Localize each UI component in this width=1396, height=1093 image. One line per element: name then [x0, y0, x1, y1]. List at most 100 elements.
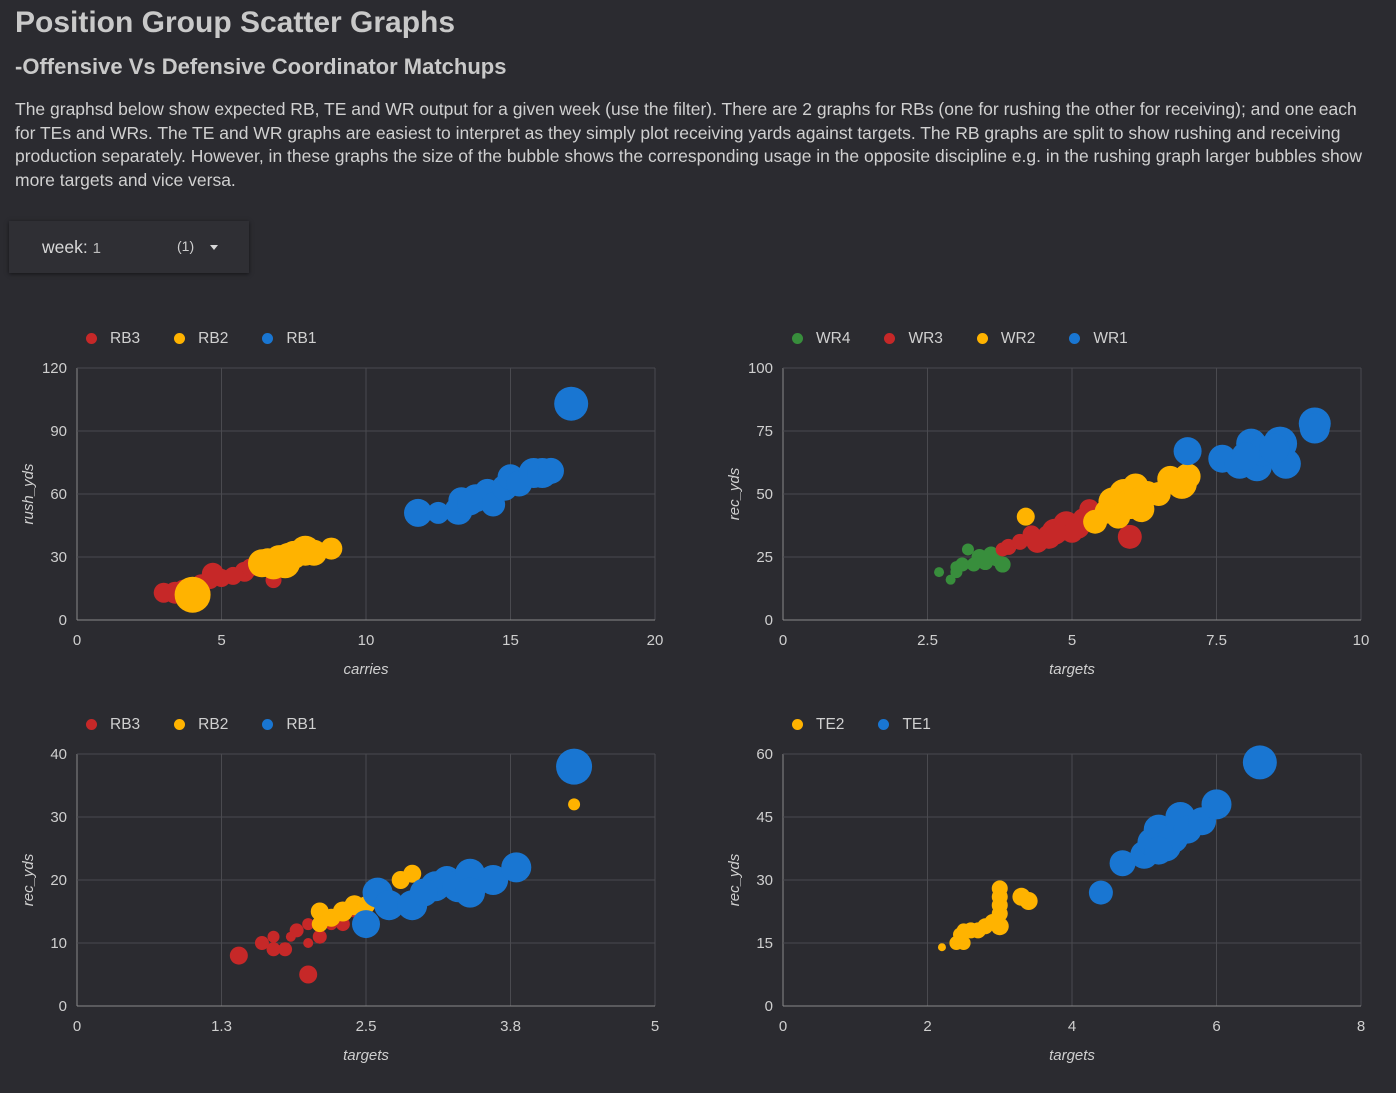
- data-point[interactable]: [1259, 433, 1290, 464]
- legend-label: RB3: [110, 330, 141, 347]
- data-point[interactable]: [374, 890, 405, 921]
- data-point[interactable]: [1016, 507, 1035, 526]
- legend-item-wr2[interactable]: WR2: [976, 330, 1035, 348]
- y-axis-title: rec_yds: [726, 853, 743, 906]
- x-axis-title: targets: [1049, 1047, 1095, 1064]
- data-point[interactable]: [455, 877, 486, 908]
- data-point[interactable]: [1144, 836, 1173, 865]
- data-point[interactable]: [1109, 850, 1136, 877]
- y-tick-label: 0: [765, 612, 773, 629]
- data-point[interactable]: [1117, 524, 1142, 549]
- data-point[interactable]: [1128, 486, 1155, 513]
- x-tick-label: 0: [779, 632, 787, 649]
- data-point[interactable]: [937, 943, 946, 952]
- chart-legend[interactable]: RB3 RB2 RB1: [86, 330, 350, 350]
- data-point[interactable]: [312, 929, 327, 944]
- data-point[interactable]: [267, 930, 280, 943]
- data-point[interactable]: [302, 918, 315, 931]
- data-point[interactable]: [554, 386, 589, 421]
- data-point[interactable]: [278, 942, 293, 957]
- data-point[interactable]: [994, 556, 1011, 573]
- y-tick-label: 45: [756, 809, 773, 826]
- chevron-down-icon[interactable]: [210, 245, 218, 250]
- data-point[interactable]: [991, 880, 1008, 897]
- data-point[interactable]: [501, 852, 532, 883]
- data-point[interactable]: [427, 501, 450, 524]
- legend-label: WR4: [816, 330, 851, 347]
- data-point[interactable]: [404, 498, 433, 527]
- chart-legend[interactable]: RB3 RB2 RB1: [86, 716, 350, 736]
- data-point[interactable]: [1173, 437, 1202, 466]
- legend-item-rb2[interactable]: RB2: [174, 716, 228, 734]
- series-rb1: [404, 386, 589, 527]
- data-point[interactable]: [273, 543, 302, 571]
- legend-item-rb2[interactable]: RB2: [174, 330, 228, 348]
- data-point[interactable]: [537, 457, 564, 484]
- data-point[interactable]: [352, 910, 380, 939]
- x-tick-label: 10: [1353, 632, 1370, 649]
- data-point[interactable]: [934, 567, 945, 578]
- data-point[interactable]: [300, 539, 327, 566]
- data-point[interactable]: [299, 965, 318, 984]
- data-point[interactable]: [1242, 745, 1277, 780]
- x-tick-label: 15: [502, 632, 519, 649]
- data-point[interactable]: [311, 916, 328, 933]
- series-wr2: [1016, 463, 1201, 534]
- page-title: Position Group Scatter Graphs: [15, 6, 456, 39]
- data-point[interactable]: [556, 748, 593, 785]
- data-point[interactable]: [1299, 413, 1330, 444]
- legend-item-wr4[interactable]: WR4: [792, 330, 850, 348]
- legend-item-rb1[interactable]: RB1: [262, 716, 316, 734]
- y-tick-label: 50: [756, 486, 773, 503]
- legend-item-rb1[interactable]: RB1: [262, 330, 316, 348]
- legend-item-wr3[interactable]: WR3: [884, 330, 943, 348]
- y-tick-label: 0: [59, 612, 67, 629]
- data-point[interactable]: [1231, 442, 1260, 471]
- series-rb2: [310, 798, 581, 933]
- chart-legend[interactable]: WR4 WR3 WR2 WR1: [792, 330, 1162, 350]
- y-tick-label: 30: [50, 549, 67, 566]
- chart-legend[interactable]: TE2 TE1: [792, 716, 965, 736]
- legend-swatch: [792, 333, 803, 344]
- data-point[interactable]: [950, 561, 963, 574]
- data-point[interactable]: [409, 878, 438, 907]
- legend-swatch: [174, 333, 186, 344]
- data-point[interactable]: [1088, 880, 1113, 905]
- chart-plot: 0 5 10 15 20 0 30 60 90 120 carries rush_yds: [20, 360, 663, 678]
- data-point[interactable]: [961, 543, 974, 556]
- legend-item-te1[interactable]: TE1: [878, 716, 931, 734]
- series-wr1: [1173, 407, 1331, 482]
- legend-item-rb3[interactable]: RB3: [86, 330, 140, 348]
- data-point[interactable]: [457, 489, 484, 516]
- data-point[interactable]: [478, 865, 509, 895]
- x-tick-label: 2.5: [356, 1018, 377, 1035]
- series-wr4: [934, 543, 1011, 585]
- legend-item-wr1[interactable]: WR1: [1069, 330, 1128, 348]
- data-point[interactable]: [289, 923, 304, 938]
- data-point[interactable]: [266, 942, 281, 957]
- data-point[interactable]: [320, 537, 343, 560]
- week-filter-value: 1: [92, 240, 101, 257]
- y-tick-label: 120: [42, 360, 67, 377]
- data-point[interactable]: [1041, 518, 1068, 545]
- data-point[interactable]: [945, 574, 956, 585]
- week-filter-dropdown[interactable]: week: 1 (1): [9, 221, 249, 273]
- data-point[interactable]: [568, 798, 581, 811]
- data-point[interactable]: [254, 936, 269, 950]
- page-subtitle: -Offensive Vs Defensive Coordinator Matc…: [15, 54, 507, 79]
- data-point[interactable]: [1174, 463, 1201, 490]
- legend-item-te2[interactable]: TE2: [792, 716, 844, 734]
- data-point[interactable]: [174, 576, 211, 613]
- data-point[interactable]: [990, 917, 1009, 936]
- data-point[interactable]: [403, 864, 422, 883]
- y-tick-label: 90: [50, 423, 67, 440]
- data-point[interactable]: [303, 938, 314, 948]
- legend-item-rb3[interactable]: RB3: [86, 716, 140, 734]
- legend-label: RB1: [286, 330, 317, 347]
- legend-label: TE2: [816, 716, 845, 733]
- data-point[interactable]: [956, 936, 971, 950]
- series-te1: [1088, 745, 1277, 905]
- data-point[interactable]: [1019, 892, 1038, 910]
- data-point[interactable]: [229, 946, 248, 965]
- data-point[interactable]: [1201, 789, 1232, 820]
